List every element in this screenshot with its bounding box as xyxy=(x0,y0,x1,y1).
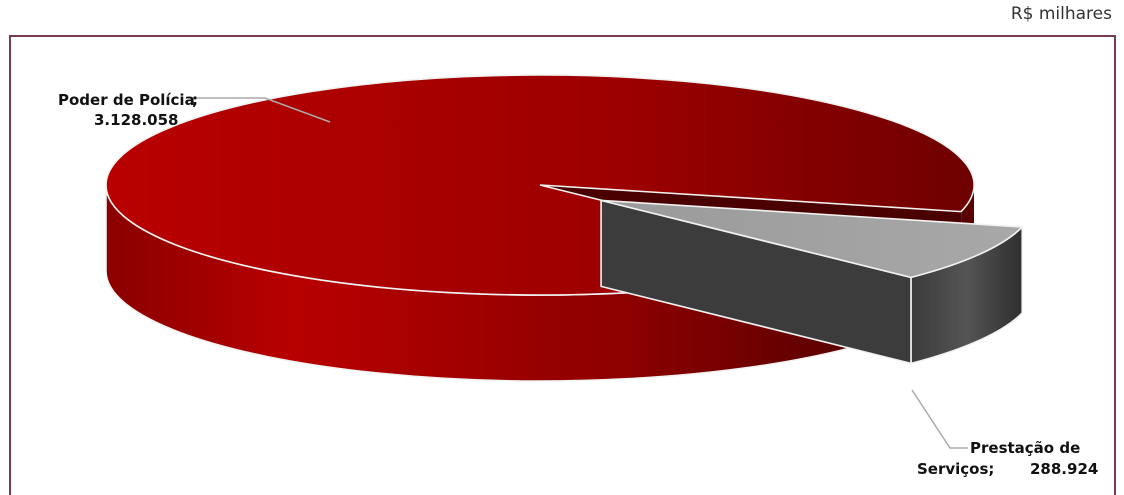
label-name-poder-de-policia: Poder de Polícia xyxy=(58,91,195,109)
leader-line-prestacao-de-servicos xyxy=(911,389,968,449)
slice-label-prestacao-de-servicos: Prestação de Serviços; 288.924 xyxy=(911,389,1098,478)
label-name-line1-prestacao: Prestação de xyxy=(970,439,1080,457)
slice-label-poder-de-policia: Poder de Polícia ; 3.128.058 xyxy=(58,91,331,129)
label-value-prestacao-de-servicos: 288.924 xyxy=(1030,460,1098,478)
pie-group xyxy=(105,74,1025,382)
slice-top-prestacao-de-servicos xyxy=(600,199,1025,279)
label-name-line2-prestacao: Serviços; xyxy=(917,460,994,478)
unit-label: R$ milhares xyxy=(1010,4,1112,24)
label-value-poder-de-policia: 3.128.058 xyxy=(94,111,178,129)
label-sep-poder-de-policia: ; xyxy=(192,91,198,109)
chart-frame xyxy=(9,35,1116,495)
leader-line-poder-de-policia xyxy=(188,97,331,123)
